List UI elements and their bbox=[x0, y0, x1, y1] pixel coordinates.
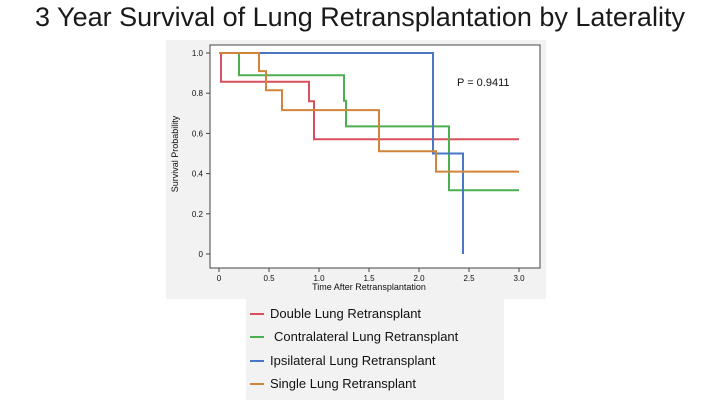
y-tick-label: 0 bbox=[199, 250, 204, 259]
x-tick-label: 0.5 bbox=[263, 274, 275, 283]
x-tick-label: 2.0 bbox=[413, 274, 425, 283]
y-tick-label: 0.6 bbox=[192, 129, 204, 138]
y-tick-label: 0.4 bbox=[192, 170, 204, 179]
legend-item: Single Lung Retransplant bbox=[246, 373, 504, 395]
legend-item: Ipsilateral Lung Retransplant bbox=[246, 350, 504, 372]
legend-item: Double Lung Retransplant bbox=[246, 303, 504, 325]
y-axis-label: Survival Probability bbox=[170, 115, 180, 192]
legend-swatch bbox=[250, 313, 264, 315]
km-survival-chart: 0 0.5 1.0 1.5 2.0 2.5 3.0 0 0.2 0.4 0.6 0.8 1.0 P = … bbox=[170, 44, 541, 292]
x-tick-label: 0 bbox=[217, 274, 222, 283]
legend-label: Single Lung Retransplant bbox=[270, 376, 416, 391]
legend-label: Ipsilateral Lung Retransplant bbox=[270, 353, 436, 368]
survival-curves bbox=[219, 52, 519, 254]
legend-swatch bbox=[250, 383, 264, 385]
survival-curve-1 bbox=[219, 52, 519, 141]
legend-item: Contralateral Lung Retransplant bbox=[246, 326, 504, 348]
legend-label: Contralateral Lung Retransplant bbox=[274, 329, 459, 344]
y-tick-label: 0.2 bbox=[192, 210, 204, 219]
y-tick-label: 0.8 bbox=[192, 89, 204, 98]
legend-label: Double Lung Retransplant bbox=[270, 306, 422, 321]
x-tick-label: 1.0 bbox=[313, 274, 325, 283]
survival-curve-4 bbox=[219, 52, 519, 173]
legend-swatch bbox=[250, 336, 264, 338]
x-axis-label: Time After Retransplantation bbox=[312, 282, 426, 292]
slide-title: 3 Year Survival of Lung Retransplantatio… bbox=[35, 2, 685, 32]
x-tick-label: 2.5 bbox=[463, 274, 475, 283]
survival-curve-2 bbox=[219, 52, 519, 192]
p-value-annotation: P = 0.9411 bbox=[457, 77, 510, 89]
x-tick-label: 1.5 bbox=[363, 274, 375, 283]
y-tick-label: 1.0 bbox=[192, 49, 204, 58]
legend-swatch bbox=[250, 360, 264, 362]
legend: Double Lung Retransplant Contralateral L… bbox=[246, 299, 504, 400]
x-tick-label: 3.0 bbox=[513, 274, 525, 283]
survival-curve-3 bbox=[219, 52, 464, 254]
